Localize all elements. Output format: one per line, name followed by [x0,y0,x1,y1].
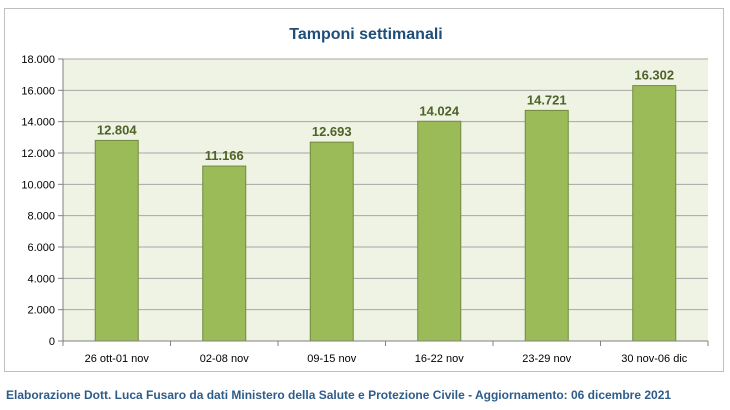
chart-title: Tamponi settimanali [289,26,443,43]
bar [417,120,462,342]
grid-lines [63,58,708,342]
y-tick-label: 4.000 [27,273,55,285]
bar [632,85,677,342]
y-axis-ticks: 0 2.000 4.000 6.000 8.000 10.000 12.000 14.000 1… [21,54,64,348]
bar [524,109,569,342]
x-tick-label: 30 nov-06 dic [621,353,688,365]
bar-value-label: 14.024 [419,103,460,118]
y-tick-label: 2.000 [27,305,55,317]
y-tick-label: 8.000 [27,211,55,223]
bar-value-label: 12.804 [97,122,138,137]
y-tick-label: 0 [49,336,55,348]
bar-value-label: 14.721 [527,92,567,107]
x-tick-label: 23-29 nov [522,353,571,365]
x-tick-label: 02-08 nov [200,353,249,365]
bar [309,141,354,342]
x-tick-label: 16-22 nov [415,353,464,365]
y-tick-label: 6.000 [27,242,55,254]
x-axis-ticks: 26 ott-01 nov 02-08 nov 09-15 nov 16-22 nov… [62,340,709,365]
y-tick-label: 12.000 [21,148,55,160]
y-tick-label: 10.000 [21,179,55,191]
plot-area [63,59,708,341]
chart-frame: Tamponi settimanali 0 2.000 4.000 6.000 8.00… [4,8,724,372]
y-tick-label: 18.000 [21,54,55,66]
y-tick-label: 16.000 [21,85,55,97]
bar-chart: Tamponi settimanali 0 2.000 4.000 6.000 8.00… [21,26,709,365]
bar-value-label: 16.302 [634,68,674,83]
y-tick-label: 14.000 [21,117,55,129]
bars: 12.804 11.166 12.693 14.024 14.721 16.302 [94,68,677,342]
footer-source-note: Elaborazione Dott. Luca Fusaro da dati M… [6,388,672,402]
bar [202,165,247,342]
bar-value-label: 11.166 [205,148,244,163]
x-tick-label: 26 ott-01 nov [85,353,150,365]
x-tick-label: 09-15 nov [307,353,356,365]
bar-value-label: 12.693 [312,124,352,139]
bar [94,139,139,342]
